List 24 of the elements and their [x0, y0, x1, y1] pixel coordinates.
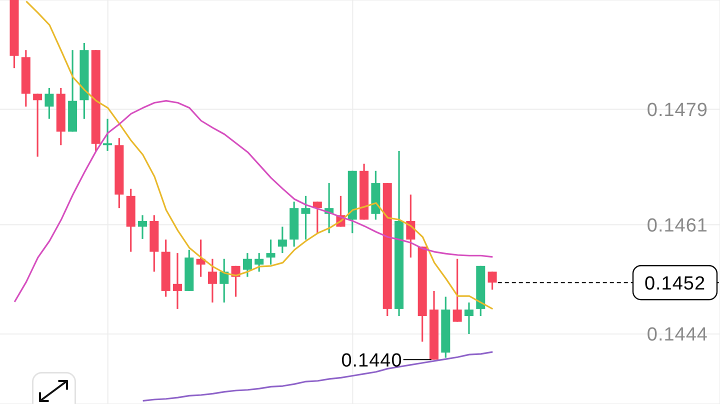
- candlestick: [208, 258, 217, 304]
- candlestick: [278, 226, 287, 254]
- y-tick-label: 0.1461: [646, 215, 708, 236]
- candlestick: [33, 92, 42, 158]
- candlestick: [138, 214, 148, 240]
- candlestick: [103, 118, 112, 152]
- candlestick: [220, 258, 229, 304]
- line-series: [14, 100, 494, 303]
- candlestick: [312, 200, 322, 234]
- candlestick: [266, 238, 276, 266]
- candlestick: [452, 258, 462, 323]
- candlestick: [254, 252, 264, 272]
- candlestick: [488, 270, 497, 290]
- y-tick-label: 0.1479: [646, 100, 708, 121]
- candlestick: [242, 252, 252, 278]
- candlestick: [172, 252, 182, 310]
- line-series: [25, 0, 494, 310]
- candlestick: [301, 195, 310, 240]
- y-tick-label: 0.1444: [646, 324, 708, 346]
- candlestick: [464, 302, 474, 335]
- line-series: [142, 351, 494, 402]
- candlestick: [44, 87, 54, 120]
- annotation: 0.1440: [341, 350, 402, 372]
- ref-line-label: 0.1452: [644, 273, 706, 294]
